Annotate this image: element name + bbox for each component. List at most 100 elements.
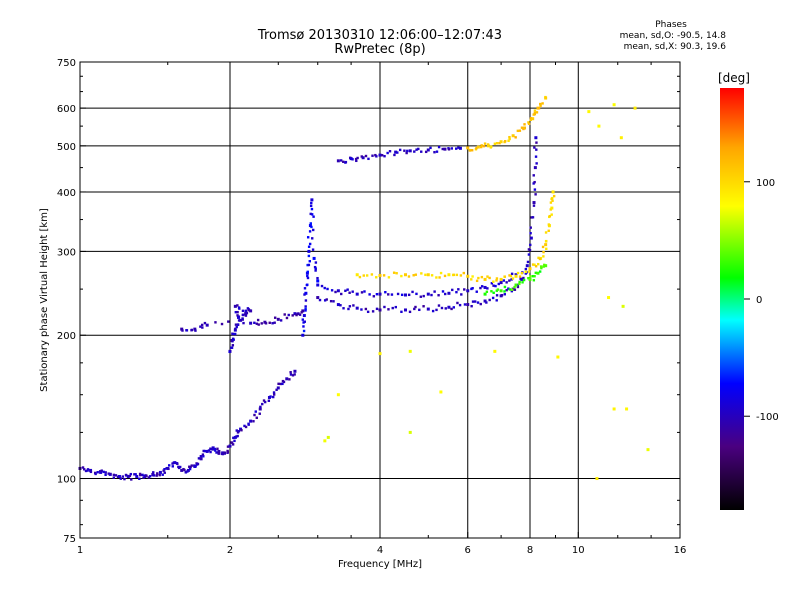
echo-point bbox=[188, 467, 192, 471]
echo-point bbox=[310, 201, 313, 205]
echo-point bbox=[466, 146, 470, 150]
echo-point bbox=[499, 140, 503, 144]
echo-point bbox=[551, 190, 555, 194]
echo-point bbox=[295, 313, 298, 317]
y-tick-label: 300 bbox=[57, 247, 76, 258]
echo-point bbox=[471, 300, 475, 303]
echo-point bbox=[412, 274, 415, 277]
colorbar-ticks: 100 0 -100 bbox=[744, 178, 779, 423]
echo-point bbox=[180, 468, 184, 472]
echo-point bbox=[521, 281, 524, 284]
echo-point bbox=[145, 474, 148, 477]
echo-point bbox=[262, 399, 266, 402]
echo-point bbox=[486, 144, 490, 148]
echo-point bbox=[298, 313, 302, 316]
echo-point bbox=[199, 325, 202, 328]
echo-point bbox=[529, 118, 532, 122]
echo-point bbox=[391, 306, 394, 310]
echo-point bbox=[490, 282, 494, 285]
echo-point bbox=[84, 469, 88, 473]
echo-point bbox=[304, 305, 307, 308]
echo-point bbox=[236, 434, 239, 438]
echo-point bbox=[287, 313, 290, 317]
echo-point bbox=[511, 134, 515, 138]
echo-point bbox=[451, 288, 454, 292]
echo-point bbox=[147, 476, 150, 479]
echo-point bbox=[435, 308, 438, 312]
echo-point bbox=[527, 276, 530, 280]
echo-point bbox=[456, 301, 459, 305]
echo-point bbox=[492, 291, 495, 294]
echo-point bbox=[447, 305, 451, 309]
echo-point bbox=[233, 328, 237, 332]
echo-point bbox=[354, 157, 358, 161]
echo-point bbox=[358, 275, 362, 279]
echo-point bbox=[462, 271, 465, 275]
echo-point bbox=[407, 293, 411, 297]
echo-point bbox=[207, 449, 211, 452]
phase-x-stats: mean, sd,X: 90.3, 19.6 bbox=[623, 42, 726, 52]
echo-point bbox=[513, 285, 516, 289]
echo-point bbox=[387, 308, 390, 311]
echo-point bbox=[394, 305, 397, 309]
echo-point bbox=[415, 292, 418, 296]
echo-point bbox=[533, 111, 537, 115]
echo-point bbox=[128, 474, 132, 478]
echo-point bbox=[311, 237, 314, 240]
echo-point bbox=[81, 466, 85, 469]
echo-point bbox=[197, 457, 201, 460]
echo-point bbox=[408, 149, 412, 153]
echo-point bbox=[231, 332, 235, 336]
x-tick-label: 10 bbox=[572, 545, 585, 556]
echo-point bbox=[306, 276, 310, 280]
echo-point bbox=[239, 318, 243, 322]
echo-point bbox=[216, 447, 219, 450]
echo-point bbox=[552, 194, 556, 198]
echo-point bbox=[406, 149, 409, 153]
echo-point bbox=[183, 468, 186, 472]
echo-point bbox=[510, 288, 514, 291]
echo-point bbox=[499, 277, 503, 281]
echo-point bbox=[597, 124, 601, 128]
echo-point bbox=[547, 229, 550, 232]
echo-point bbox=[269, 395, 272, 398]
echo-point bbox=[268, 321, 271, 324]
echo-point bbox=[326, 287, 329, 291]
echo-point bbox=[479, 145, 483, 149]
echo-point bbox=[194, 329, 197, 332]
echo-point bbox=[424, 150, 428, 154]
echo-point bbox=[126, 474, 130, 478]
echo-point bbox=[231, 443, 235, 446]
echo-point bbox=[180, 327, 184, 331]
echo-point bbox=[536, 271, 540, 275]
echo-point bbox=[309, 204, 313, 208]
echo-point bbox=[378, 153, 382, 157]
echo-point bbox=[291, 374, 295, 377]
echo-point bbox=[99, 470, 103, 474]
echo-point bbox=[112, 476, 116, 479]
echo-point bbox=[232, 436, 235, 440]
echo-point bbox=[314, 269, 317, 272]
echo-point bbox=[488, 298, 491, 302]
echo-point bbox=[420, 150, 423, 153]
echo-point bbox=[510, 278, 513, 281]
echo-point bbox=[459, 274, 463, 277]
echo-point bbox=[256, 318, 260, 322]
echo-point bbox=[190, 328, 193, 332]
y-tick-label: 400 bbox=[57, 188, 76, 199]
echo-point bbox=[285, 377, 289, 381]
echo-point bbox=[289, 371, 292, 374]
echo-point bbox=[348, 305, 352, 308]
echo-point bbox=[306, 274, 309, 278]
echo-point bbox=[529, 243, 532, 247]
echo-point bbox=[538, 270, 542, 273]
echo-point bbox=[544, 96, 548, 100]
echo-point bbox=[511, 277, 515, 280]
echo-point bbox=[480, 144, 483, 147]
echo-point bbox=[213, 447, 217, 451]
echo-point bbox=[199, 457, 203, 461]
echo-point bbox=[332, 300, 335, 303]
echo-point bbox=[527, 248, 531, 251]
echo-point bbox=[356, 156, 359, 160]
echo-point bbox=[411, 290, 414, 294]
